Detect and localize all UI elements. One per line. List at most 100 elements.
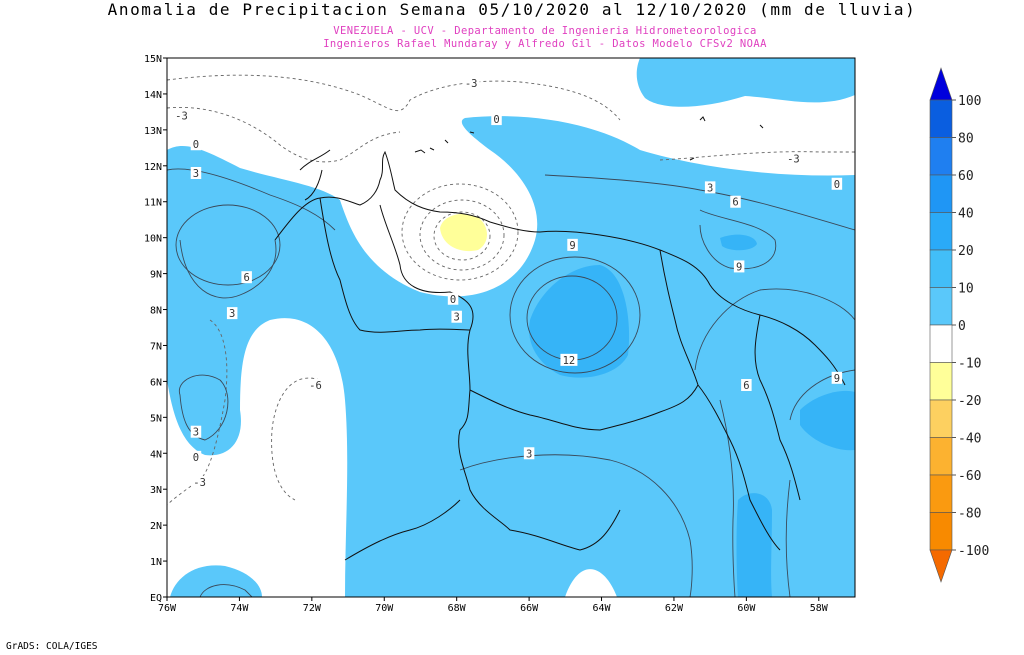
- contour-label-bg: [190, 425, 202, 438]
- contour-label: 3: [526, 448, 532, 460]
- contour-label: 9: [834, 373, 840, 385]
- coastline-north-south-america: [274, 150, 846, 386]
- contour-label: 3: [707, 182, 713, 194]
- contour-label: 6: [243, 272, 249, 284]
- lon-tick-label: 76W: [158, 603, 177, 614]
- anomaly-10-20-region-southeast: [800, 390, 855, 451]
- legend-color-swatch: [929, 174, 953, 213]
- contour-label: -3: [175, 110, 188, 122]
- lon-tick-label: 70W: [375, 603, 394, 614]
- contour-label: 0: [834, 179, 840, 191]
- lat-tick-label: 15N: [144, 54, 162, 65]
- border-peru-ecuador: [344, 499, 461, 561]
- map-subtitle-authors: Ingenieros Rafael Mundaray y Alfredo Gil…: [323, 38, 767, 50]
- legend-color-swatch: [929, 137, 953, 176]
- lat-tick-label: 5N: [150, 413, 162, 424]
- anomaly-fields: [167, 58, 855, 597]
- lat-tick-label: 12N: [144, 162, 162, 173]
- contour-label-bg: [704, 181, 716, 194]
- contour-label-bg: [491, 113, 502, 126]
- lat-tick-label: 7N: [150, 341, 162, 352]
- contour-label: 6: [743, 380, 749, 392]
- contour-label-bg: [226, 307, 238, 320]
- contour-label: -3: [787, 154, 800, 166]
- negative-anomaly-region: [440, 213, 487, 252]
- contour-label: -6: [309, 380, 322, 392]
- legend-color-swatch: [929, 399, 953, 438]
- positive-anomaly-region-south: [170, 565, 262, 597]
- legend-color-swatch: [929, 287, 953, 326]
- legend-label: 100: [958, 94, 981, 109]
- contour-label: 0: [493, 114, 499, 126]
- lat-tick-label: 10N: [144, 234, 162, 245]
- contour-label-bg: [462, 77, 480, 90]
- lat-tick-label: 1N: [150, 557, 162, 568]
- lat-tick-label: 6N: [150, 377, 162, 388]
- legend-color-swatch: [929, 512, 953, 551]
- contour-label: -3: [193, 477, 206, 489]
- legend-label: -60: [958, 469, 981, 484]
- legend-label: -80: [958, 507, 981, 522]
- legend-label: 60: [958, 169, 974, 184]
- legend-label: -100: [958, 544, 989, 559]
- map-title: Anomalia de Precipitacion Semana 05/10/2…: [107, 0, 917, 19]
- lat-tick-label: 11N: [144, 198, 162, 209]
- contour-label-bg: [172, 109, 190, 122]
- contour-label: 3: [454, 312, 460, 324]
- lat-tick-label: 14N: [144, 90, 162, 101]
- contour-label-bg: [741, 378, 752, 391]
- contour-label-bg: [567, 238, 578, 251]
- contour-label: 6: [732, 197, 738, 209]
- contour-label-bg: [730, 195, 741, 208]
- lat-tick-label: EQ: [150, 593, 162, 604]
- legend-label: 20: [958, 244, 974, 259]
- legend-color-swatch: [929, 324, 953, 363]
- legend-color-swatch: [929, 437, 953, 476]
- legend-color-swatch: [929, 362, 953, 401]
- contour-label-bg: [831, 371, 843, 384]
- grads-credit: GrADS: COLA/IGES: [6, 641, 98, 652]
- contour-label-bg: [190, 450, 202, 463]
- contour-label: 3: [193, 168, 199, 180]
- legend-arrow-top: [929, 67, 953, 101]
- lon-tick-label: 64W: [592, 603, 611, 614]
- legend-color-swatch: [929, 474, 953, 513]
- contour-label-bg: [451, 310, 462, 323]
- lon-tick-label: 66W: [520, 603, 539, 614]
- legend-label: 80: [958, 132, 974, 147]
- contour-label: -3: [465, 78, 478, 90]
- positive-anomaly-region: [167, 116, 855, 597]
- contour-label-bg: [560, 353, 578, 366]
- lon-tick-label: 60W: [737, 603, 756, 614]
- contour-label: 9: [736, 261, 742, 273]
- positive-anomaly-region-north: [636, 58, 855, 107]
- lon-tick-label: 74W: [230, 603, 249, 614]
- anomaly-10-20-region-south: [736, 493, 772, 597]
- contour-label-bg: [306, 378, 324, 391]
- lat-tick-label: 2N: [150, 521, 162, 532]
- anomaly-10-20-region: [529, 265, 630, 378]
- anomaly-10-20-region-east: [720, 234, 757, 251]
- legend-label: 0: [958, 319, 966, 334]
- contour-label-bg: [523, 447, 535, 460]
- legend-label: -20: [958, 394, 981, 409]
- border-suriname: [754, 314, 801, 501]
- legend-arrow-bottom: [929, 549, 953, 583]
- legend-color-swatch: [929, 249, 953, 288]
- coastline-central-america: [299, 149, 331, 201]
- legend-label: 10: [958, 282, 974, 297]
- lon-tick-label: 72W: [303, 603, 322, 614]
- contour-label: 3: [229, 308, 235, 320]
- lat-tick-label: 8N: [150, 306, 162, 317]
- legend-label: -40: [958, 432, 981, 447]
- legend-label: 40: [958, 207, 974, 222]
- contour-label-bg: [190, 166, 202, 179]
- lon-tick-label: 58W: [810, 603, 829, 614]
- border-venezuela-colombia: [379, 204, 621, 551]
- lat-tick-label: 4N: [150, 449, 162, 460]
- map-subtitle-institution: VENEZUELA - UCV - Departamento de Ingeni…: [333, 25, 757, 37]
- contour-label: 12: [563, 355, 576, 367]
- contour-label-bg: [191, 476, 209, 489]
- map-frame: [166, 57, 856, 598]
